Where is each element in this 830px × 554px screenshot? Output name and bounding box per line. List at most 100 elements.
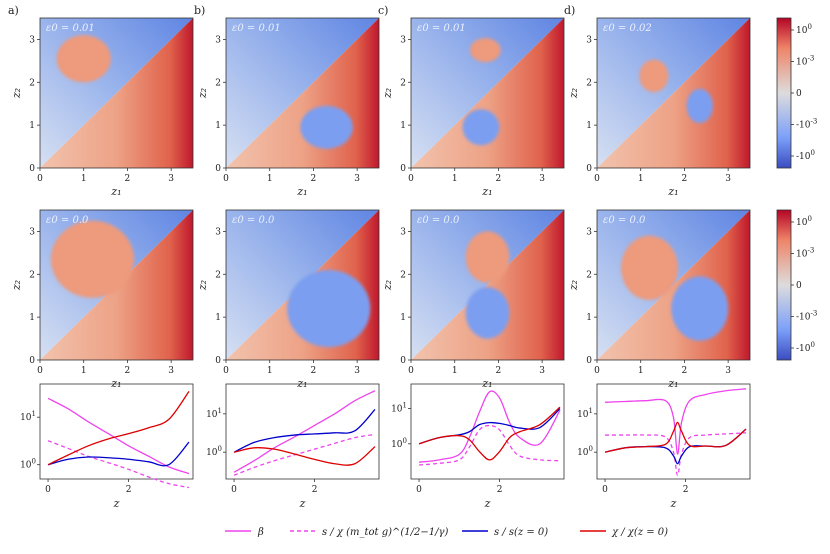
y-tick-label: 2 [215,78,221,88]
x-tick-label: 2 [682,174,688,184]
x-tick-label: 1 [452,366,458,376]
y-axis-label: z₂ [381,280,394,291]
x-tick-label: 2 [312,485,318,495]
y-tick-label: 1 [29,313,35,323]
colorbar-tick-label: 100 [796,23,812,36]
series-line-s-scaled [418,424,561,466]
colorbar-tick-label: -10-3 [796,118,817,131]
y-tick-label: 2 [400,78,406,88]
series-line-beta [418,390,561,463]
y-tick-label: 2 [586,78,592,88]
epsilon-annotation: ε0 = 0.0 [603,215,646,226]
colorbar-tick-label: 100 [796,215,812,228]
axes-frame [39,17,194,169]
negative-island [300,105,353,149]
heatmap-lower-region [597,18,750,168]
heatmap-lower-region [40,18,193,168]
y-tick-label: 100 [577,445,593,458]
y-tick-label: 0 [586,164,592,174]
axes-frame [225,383,380,480]
heatmap-panel: ε0 = 0.02 0 1 2 3 0 1 2 3 z₁ z₂ [567,17,751,198]
series-line-s-ratio [418,408,561,445]
y-tick-label: 1 [586,313,592,323]
y-tick-label: 3 [400,227,406,237]
legend-label-beta: β [257,527,264,538]
y-axis-label: z₂ [567,280,580,291]
line-panel: 0 2 100 101 z [391,383,565,510]
series-line-s-scaled [47,440,190,489]
positive-island [56,35,111,83]
y-axis-label: z₂ [10,280,23,291]
y-tick-label: 0 [215,356,221,366]
y-tick-label: 3 [586,227,592,237]
epsilon-annotation: ε0 = 0.0 [417,215,460,226]
heatmap-lower-region [411,210,564,360]
y-tick-label: 3 [29,35,35,45]
negative-island [686,88,713,123]
x-tick-label: 1 [81,174,87,184]
y-tick-label: 101 [206,407,222,420]
x-tick-label: 2 [497,485,503,495]
x-tick-label: 0 [37,174,43,184]
epsilon-annotation: ε0 = 0.02 [603,23,652,34]
x-axis-label: z₁ [481,377,492,390]
panel-letter: c) [378,4,388,17]
y-axis-label: z₂ [381,88,394,99]
heatmap-panel: ε0 = 0.01 0 1 2 3 0 1 2 3 z₁ z₂ [10,17,194,198]
y-axis-label: z₂ [196,280,209,291]
axes-frame [410,17,565,169]
y-tick-label: 0 [29,164,35,174]
line-panel: 0 2 100 101 z [206,383,380,510]
y-tick-label: 3 [586,35,592,45]
y-tick-label: 2 [586,270,592,280]
x-tick-label: 2 [125,366,131,376]
positive-island [621,235,678,300]
x-tick-label: 0 [408,174,414,184]
x-tick-label: 3 [168,174,174,184]
legend-label-chi-ratio: χ / χ(z = 0) [611,527,668,538]
colorbar-tick-label: -100 [796,341,815,354]
x-axis-label: z₁ [667,185,678,198]
series-line-s-scaled [605,432,747,476]
legend: β s / χ (m_tot g)^(1/2−1/γ) s / s(z = 0)… [225,527,668,538]
x-tick-label: 3 [168,366,174,376]
positive-island [470,38,501,63]
line-panel: 0 2 100 101 z [20,383,194,510]
axes-frame [410,383,565,480]
heatmap-panel: ε0 = 0.0 0 1 2 3 0 1 2 3 z₁ z₂ [381,209,565,390]
x-tick-label: 3 [725,174,731,184]
line-panel: 0 2 100 101 z [577,383,751,510]
series-line-beta [605,388,747,455]
epsilon-annotation: ε0 = 0.0 [46,215,89,226]
x-tick-label: 2 [496,174,502,184]
x-tick-label: 0 [416,485,422,495]
y-tick-label: 3 [400,35,406,45]
negative-island [465,287,510,339]
heatmap-lower-region [411,18,564,168]
colorbar-tick-label: 10-3 [796,55,814,68]
y-tick-label: 100 [391,437,407,450]
colorbar-tick-label: 0 [796,281,802,291]
series-line-s-scaled [233,433,376,476]
x-tick-label: 0 [594,366,600,376]
series-line-chi-ratio [47,390,190,466]
y-tick-label: 0 [400,164,406,174]
y-tick-label: 2 [29,78,35,88]
x-axis-label: z₁ [110,377,121,390]
panel-letter: a) [8,4,19,17]
panel-letter: b) [194,4,205,17]
axes-frame [410,209,565,361]
axes-frame [596,17,751,169]
axes-frame [596,383,751,480]
x-tick-label: 2 [125,174,131,184]
x-tick-label: 1 [267,174,273,184]
y-axis-label: z₂ [196,88,209,99]
y-tick-label: 101 [20,410,36,423]
colorbar-tick-label: -100 [796,149,815,162]
y-tick-label: 1 [29,121,35,131]
heatmap-panel: ε0 = 0.0 0 1 2 3 0 1 2 3 z₁ z₂ [196,209,380,390]
y-tick-label: 3 [29,227,35,237]
negative-island [671,276,729,341]
colorbar-tick-label: 10-3 [796,247,814,260]
